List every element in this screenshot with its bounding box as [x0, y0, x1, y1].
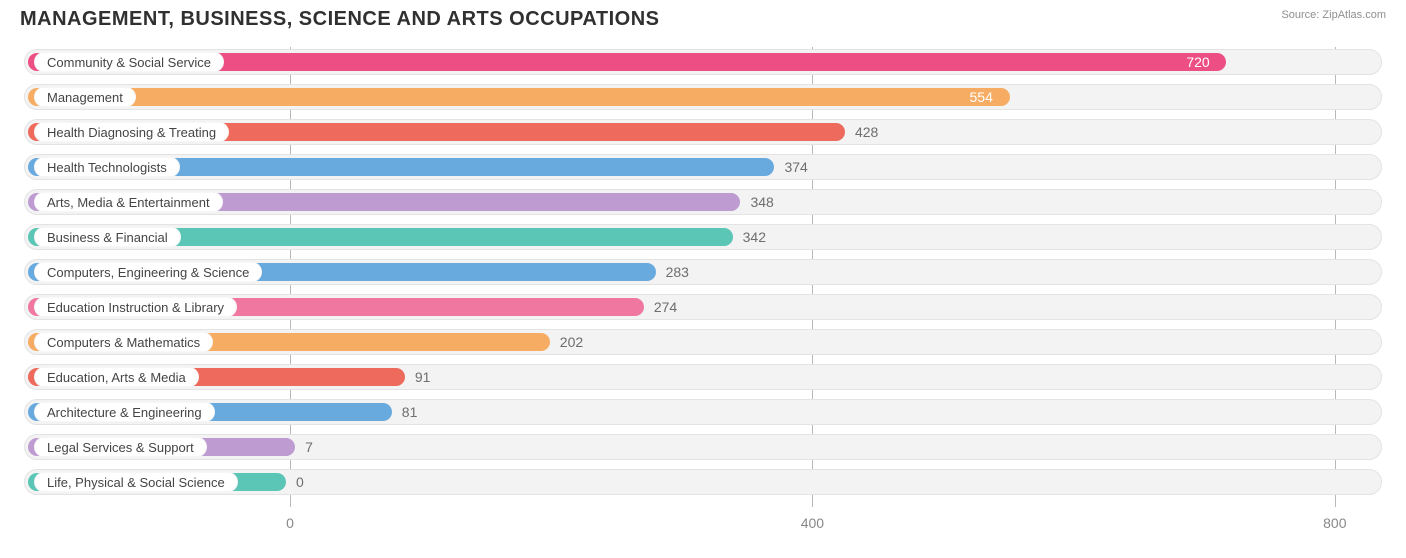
bar-category-label: Education Instruction & Library — [34, 297, 237, 317]
bar-category-label: Management — [34, 87, 136, 107]
chart-header: MANAGEMENT, BUSINESS, SCIENCE AND ARTS O… — [0, 0, 1406, 35]
bar-value-label: 283 — [666, 264, 689, 280]
bar-row: Health Technologists 374 — [24, 152, 1382, 182]
bar-value-label: 202 — [560, 334, 583, 350]
bar-value-label: 91 — [415, 369, 431, 385]
chart-area: 0 400 800 Community & Social Service 720 Mana… — [12, 39, 1394, 537]
bar-row: Architecture & Engineering 81 — [24, 397, 1382, 427]
x-axis-tick-label: 400 — [801, 515, 824, 531]
bar-category-label: Health Technologists — [34, 157, 180, 177]
bar-value-label: 0 — [296, 474, 304, 490]
bar-value-label: 554 — [970, 89, 993, 105]
bar-value-label: 348 — [750, 194, 773, 210]
bar-value-label: 720 — [1186, 54, 1209, 70]
x-axis-tick-label: 800 — [1323, 515, 1346, 531]
bar-row: Education Instruction & Library 274 — [24, 292, 1382, 322]
bar-row: Community & Social Service 720 — [24, 47, 1382, 77]
bar-value-label: 274 — [654, 299, 677, 315]
x-axis-tick-label: 0 — [286, 515, 294, 531]
bar-category-label: Life, Physical & Social Science — [34, 472, 238, 492]
bar-category-label: Legal Services & Support — [34, 437, 207, 457]
bar-category-label: Computers & Mathematics — [34, 332, 213, 352]
bar-row: Education, Arts & Media 91 — [24, 362, 1382, 392]
bar-value-label: 81 — [402, 404, 418, 420]
bar-row: Management 554 — [24, 82, 1382, 112]
bar-row: Health Diagnosing & Treating 428 — [24, 117, 1382, 147]
bar-value-label: 428 — [855, 124, 878, 140]
bar-fill — [28, 88, 1010, 106]
chart-title: MANAGEMENT, BUSINESS, SCIENCE AND ARTS O… — [20, 8, 659, 31]
bar-row: Business & Financial 342 — [24, 222, 1382, 252]
source-attribution: Source: ZipAtlas.com — [1281, 8, 1386, 22]
bar-value-label: 342 — [743, 229, 766, 245]
bar-category-label: Computers, Engineering & Science — [34, 262, 262, 282]
bar-value-label: 374 — [784, 159, 807, 175]
bar-category-label: Architecture & Engineering — [34, 402, 215, 422]
plot-region: 0400800Community & Social Service720Mana… — [24, 47, 1382, 507]
bar-row: Life, Physical & Social Science 0 — [24, 467, 1382, 497]
bar-row: Computers, Engineering & Science 283 — [24, 257, 1382, 287]
bar-row: Computers & Mathematics 202 — [24, 327, 1382, 357]
bar-category-label: Health Diagnosing & Treating — [34, 122, 229, 142]
bar-value-label: 7 — [305, 439, 313, 455]
bar-row: Arts, Media & Entertainment 348 — [24, 187, 1382, 217]
source-label: Source: — [1281, 9, 1319, 21]
bar-row: Legal Services & Support 7 — [24, 432, 1382, 462]
bar-category-label: Community & Social Service — [34, 52, 224, 72]
bar-category-label: Education, Arts & Media — [34, 367, 199, 387]
bar-category-label: Arts, Media & Entertainment — [34, 192, 223, 212]
source-brand: ZipAtlas.com — [1322, 9, 1386, 21]
bar-category-label: Business & Financial — [34, 227, 181, 247]
